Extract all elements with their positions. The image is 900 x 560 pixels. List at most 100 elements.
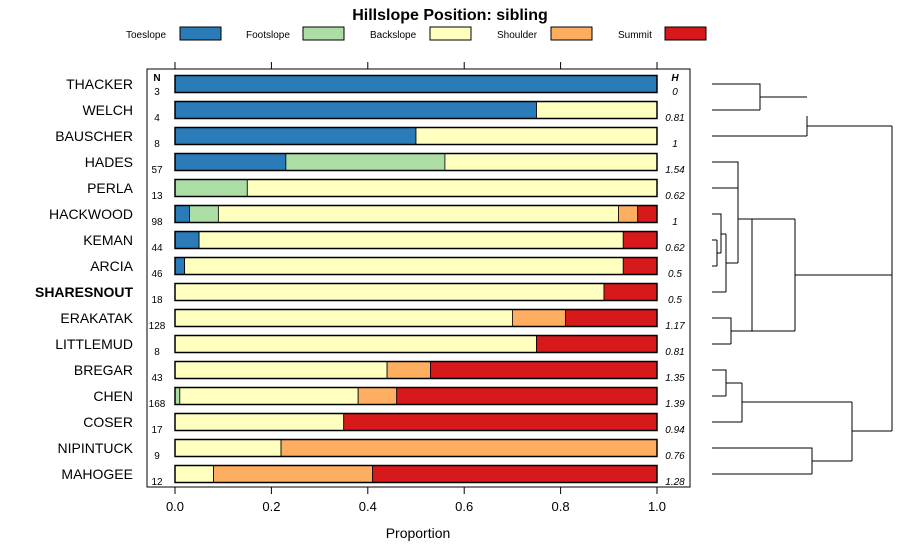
bar-row: LITTLEMUD 8 0.81 xyxy=(55,334,685,358)
legend-label: Toeslope xyxy=(126,30,166,41)
bar-segment xyxy=(174,283,605,301)
bar-row: HADES 57 1.54 xyxy=(85,152,685,176)
bar-outline xyxy=(174,126,658,146)
bar-segment xyxy=(174,179,248,197)
category-label: CHEN xyxy=(93,388,133,404)
bar-rows: THACKER 3 0 WELCH 4 0.81 BAUSCHER 8 1 HADES 57 1.54… xyxy=(35,74,685,488)
h-value: 0.94 xyxy=(665,425,685,436)
n-value: 46 xyxy=(151,269,163,280)
legend-label: Shoulder xyxy=(497,30,538,41)
dendrogram-link xyxy=(712,116,892,137)
bar-row: CHEN 168 1.39 xyxy=(93,386,685,410)
x-tick-label: 0.0 xyxy=(166,499,184,514)
bar-row: PERLA 13 0.62 xyxy=(87,178,685,202)
n-value: 98 xyxy=(151,217,163,228)
h-value: 1.35 xyxy=(665,373,685,384)
category-label: WELCH xyxy=(82,102,133,118)
bar-segment xyxy=(174,205,190,223)
bar-row: ARCIA 46 0.5 xyxy=(90,256,682,280)
legend-swatch xyxy=(302,26,345,41)
bar-segment xyxy=(217,205,619,223)
bar-segment xyxy=(246,179,658,197)
h-value: 0.81 xyxy=(665,113,684,124)
bar-segment xyxy=(622,231,658,249)
legend-label: Backslope xyxy=(370,30,417,41)
bar-segment xyxy=(622,257,658,275)
chart-title: Hillslope Position: sibling xyxy=(352,7,548,24)
bar-outline xyxy=(174,230,658,250)
n-value: 57 xyxy=(151,165,163,176)
legend: Toeslope Footslope Backslope Shoulder Summit xyxy=(126,26,707,41)
n-value: 8 xyxy=(154,347,160,358)
category-label: NIPINTUCK xyxy=(58,440,134,456)
h-value: 1 xyxy=(672,139,678,150)
bar-segment xyxy=(184,257,624,275)
bar-segment xyxy=(536,101,658,119)
h-value: 1.17 xyxy=(665,321,685,332)
h-value: 0.62 xyxy=(665,191,685,202)
bar-segment xyxy=(174,413,345,431)
bar-outline xyxy=(174,438,658,458)
bar-segment xyxy=(174,309,513,327)
bar-row: KEMAN 44 0.62 xyxy=(83,230,685,254)
legend-swatch xyxy=(664,26,707,41)
dendrogram xyxy=(712,83,893,475)
category-label: COSER xyxy=(83,414,133,430)
bar-outline xyxy=(174,152,658,172)
x-tick-label: 0.4 xyxy=(359,499,377,514)
bar-segment xyxy=(372,465,658,483)
h-value: 1.39 xyxy=(665,399,685,410)
category-label: HACKWOOD xyxy=(49,206,133,222)
bar-row: ERAKATAK 128 1.17 xyxy=(60,308,685,332)
bar-outline xyxy=(174,360,658,380)
bar-outline xyxy=(174,74,658,94)
category-label: BAUSCHER xyxy=(55,128,133,144)
n-header: N xyxy=(153,73,160,84)
dendrogram-link xyxy=(712,213,738,293)
bar-segment xyxy=(174,257,186,275)
bar-segment xyxy=(565,309,658,327)
category-label: LITTLEMUD xyxy=(55,336,133,352)
category-label: PERLA xyxy=(87,180,134,196)
category-label: THACKER xyxy=(66,76,133,92)
dendrogram-link xyxy=(712,161,739,189)
bar-outline xyxy=(174,412,658,432)
h-value: 1.54 xyxy=(665,165,685,176)
bar-segment xyxy=(603,283,658,301)
n-value: 17 xyxy=(151,425,163,436)
bar-segment xyxy=(285,153,446,171)
bar-outline xyxy=(174,464,658,484)
bar-segment xyxy=(174,101,537,119)
x-tick-label: 0.2 xyxy=(262,499,280,514)
bar-segment xyxy=(213,465,374,483)
h-value: 0 xyxy=(672,87,678,98)
n-value: 12 xyxy=(151,477,163,488)
bar-segment xyxy=(174,465,214,483)
bar-outline xyxy=(174,204,658,224)
dendrogram-link xyxy=(751,219,892,332)
bar-outline xyxy=(174,178,658,198)
bar-segment xyxy=(386,361,431,379)
plot-panel xyxy=(146,68,691,488)
category-label: BREGAR xyxy=(74,362,133,378)
category-label: ARCIA xyxy=(90,258,133,274)
bar-row: WELCH 4 0.81 xyxy=(82,100,685,124)
bar-segment xyxy=(179,387,359,405)
n-value: 43 xyxy=(151,373,163,384)
legend-swatch xyxy=(179,26,222,41)
bar-segment xyxy=(174,335,537,353)
category-label: KEMAN xyxy=(83,232,133,248)
dendrogram-link xyxy=(712,317,752,345)
bar-segment xyxy=(174,75,658,93)
legend-swatch xyxy=(429,26,472,41)
h-value: 1 xyxy=(672,217,678,228)
legend-swatch xyxy=(550,26,593,41)
category-label: SHARESNOUT xyxy=(35,284,133,300)
bar-segment xyxy=(174,439,282,457)
h-value: 0.5 xyxy=(668,269,682,280)
x-tick-label: 0.6 xyxy=(455,499,473,514)
x-tick-label: 0.8 xyxy=(552,499,570,514)
top-axis-ticks xyxy=(174,62,658,69)
bar-segment xyxy=(343,413,658,431)
